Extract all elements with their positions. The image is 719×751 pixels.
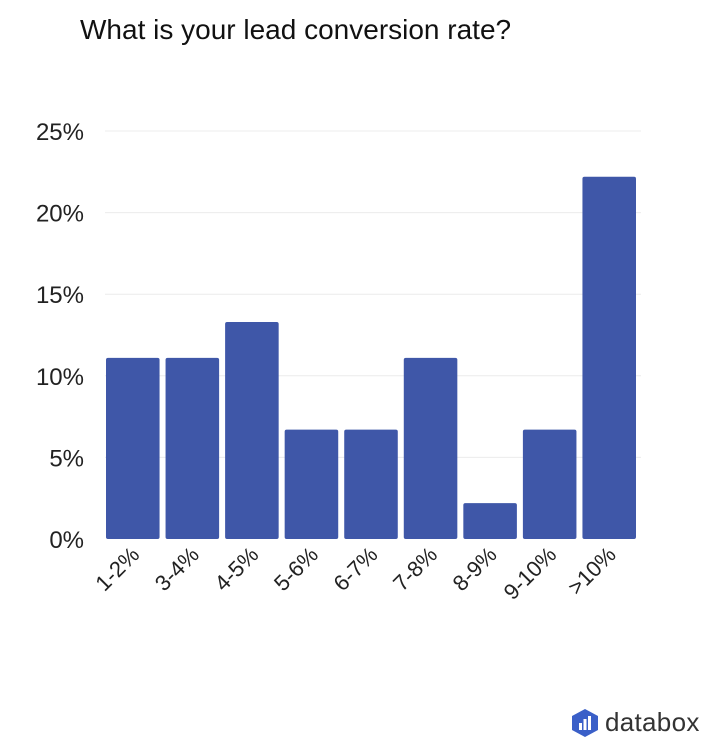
x-tick-label: >10% — [563, 542, 621, 600]
bar — [106, 357, 160, 539]
bar — [344, 429, 398, 539]
databox-logo: databox — [571, 707, 700, 738]
y-tick-label: 10% — [36, 364, 84, 391]
x-tick-label: 4-5% — [209, 542, 263, 596]
bar — [284, 429, 339, 539]
x-tick-label: 3-4% — [150, 542, 204, 596]
chart-title: What is your lead conversion rate? — [80, 14, 512, 45]
y-tick-label: 15% — [36, 282, 84, 309]
x-tick-label: 6-7% — [329, 542, 383, 596]
x-tick-label: 9-10% — [499, 542, 562, 605]
x-tick-label: 1-2% — [90, 542, 144, 596]
y-tick-label: 0% — [49, 527, 84, 554]
bar — [403, 357, 458, 539]
y-tick-label: 20% — [36, 201, 84, 228]
bar-chart-hexagon-icon — [572, 708, 598, 737]
bar — [225, 321, 279, 539]
x-tick-label: 5-6% — [269, 542, 323, 596]
bar — [582, 176, 636, 540]
x-tick-label: 7-8% — [388, 542, 442, 596]
bar — [463, 503, 517, 539]
x-tick-label: 8-9% — [448, 542, 502, 596]
bar — [522, 429, 577, 539]
bar — [165, 357, 220, 539]
logo-text: databox — [605, 707, 700, 737]
y-tick-label: 5% — [49, 445, 84, 472]
y-tick-label: 25% — [36, 119, 84, 146]
